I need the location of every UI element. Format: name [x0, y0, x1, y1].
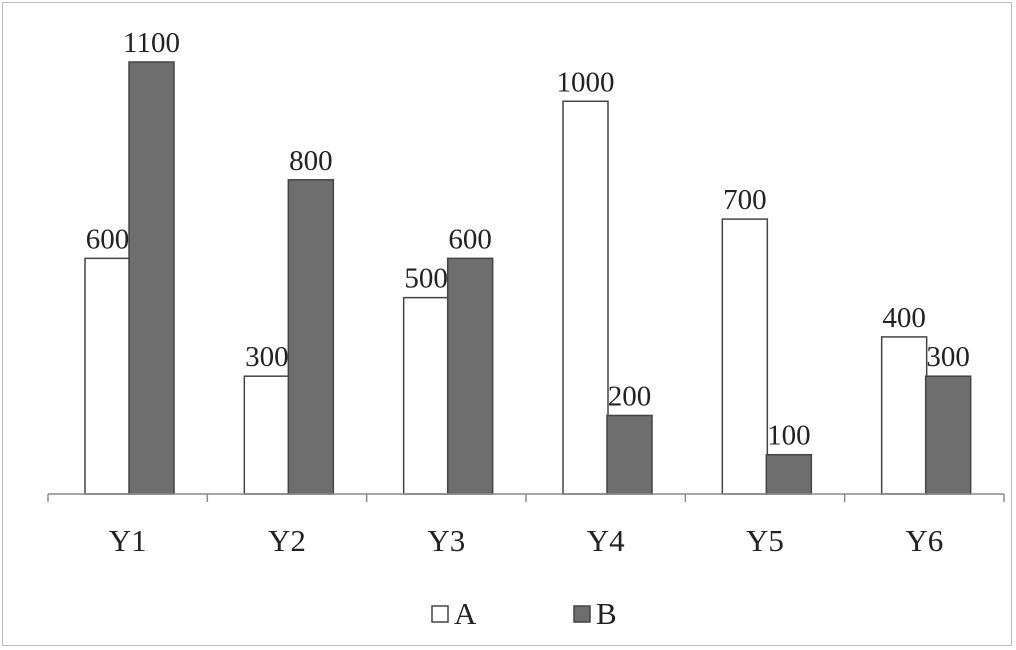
legend-label-a: A	[454, 596, 477, 631]
x-tick-label-y5: Y5	[746, 523, 784, 558]
bar-a-y2	[243, 375, 291, 495]
data-label-b-y6: 300	[926, 341, 970, 373]
x-tick-label-y2: Y2	[268, 523, 306, 558]
data-label-a-y3: 500	[404, 263, 448, 295]
bar-a-y5	[721, 218, 769, 495]
data-label-a-y6: 400	[882, 302, 926, 334]
data-label-a-y5: 700	[723, 184, 767, 216]
x-tick-label-y3: Y3	[427, 523, 465, 558]
x-axis: Y1 Y2 Y3 Y4 Y5 Y6	[47, 493, 1005, 558]
bar-b-y2	[287, 179, 335, 495]
data-label-b-y1: 1100	[123, 27, 180, 59]
bar-a-y4	[562, 100, 609, 495]
data-label-a-y2: 300	[245, 341, 289, 373]
data-label-b-y3: 600	[448, 223, 492, 255]
bar-a-y1	[84, 257, 131, 495]
bars-layer	[84, 61, 972, 495]
data-label-a-y4: 1000	[557, 66, 615, 98]
x-tick-label-y1: Y1	[109, 523, 147, 558]
bar-b-y3	[446, 257, 494, 495]
data-label-a-y1: 600	[86, 223, 130, 255]
x-tick-label-y4: Y4	[587, 523, 625, 558]
legend-swatch-a	[431, 605, 449, 623]
data-label-b-y4: 200	[608, 380, 652, 412]
data-label-b-y5: 100	[767, 420, 811, 452]
x-tick-label-y6: Y6	[905, 523, 943, 558]
legend-label-b: B	[596, 596, 617, 631]
bar-a-y3	[402, 296, 450, 495]
bar-b-y1	[128, 61, 175, 495]
data-label-b-y2: 800	[289, 145, 333, 177]
bar-a-y6	[880, 336, 928, 495]
bar-b-y5	[765, 453, 813, 495]
legend-swatch-b	[573, 605, 591, 623]
bar-b-y4	[606, 414, 653, 495]
bar-b-y6	[924, 375, 972, 495]
